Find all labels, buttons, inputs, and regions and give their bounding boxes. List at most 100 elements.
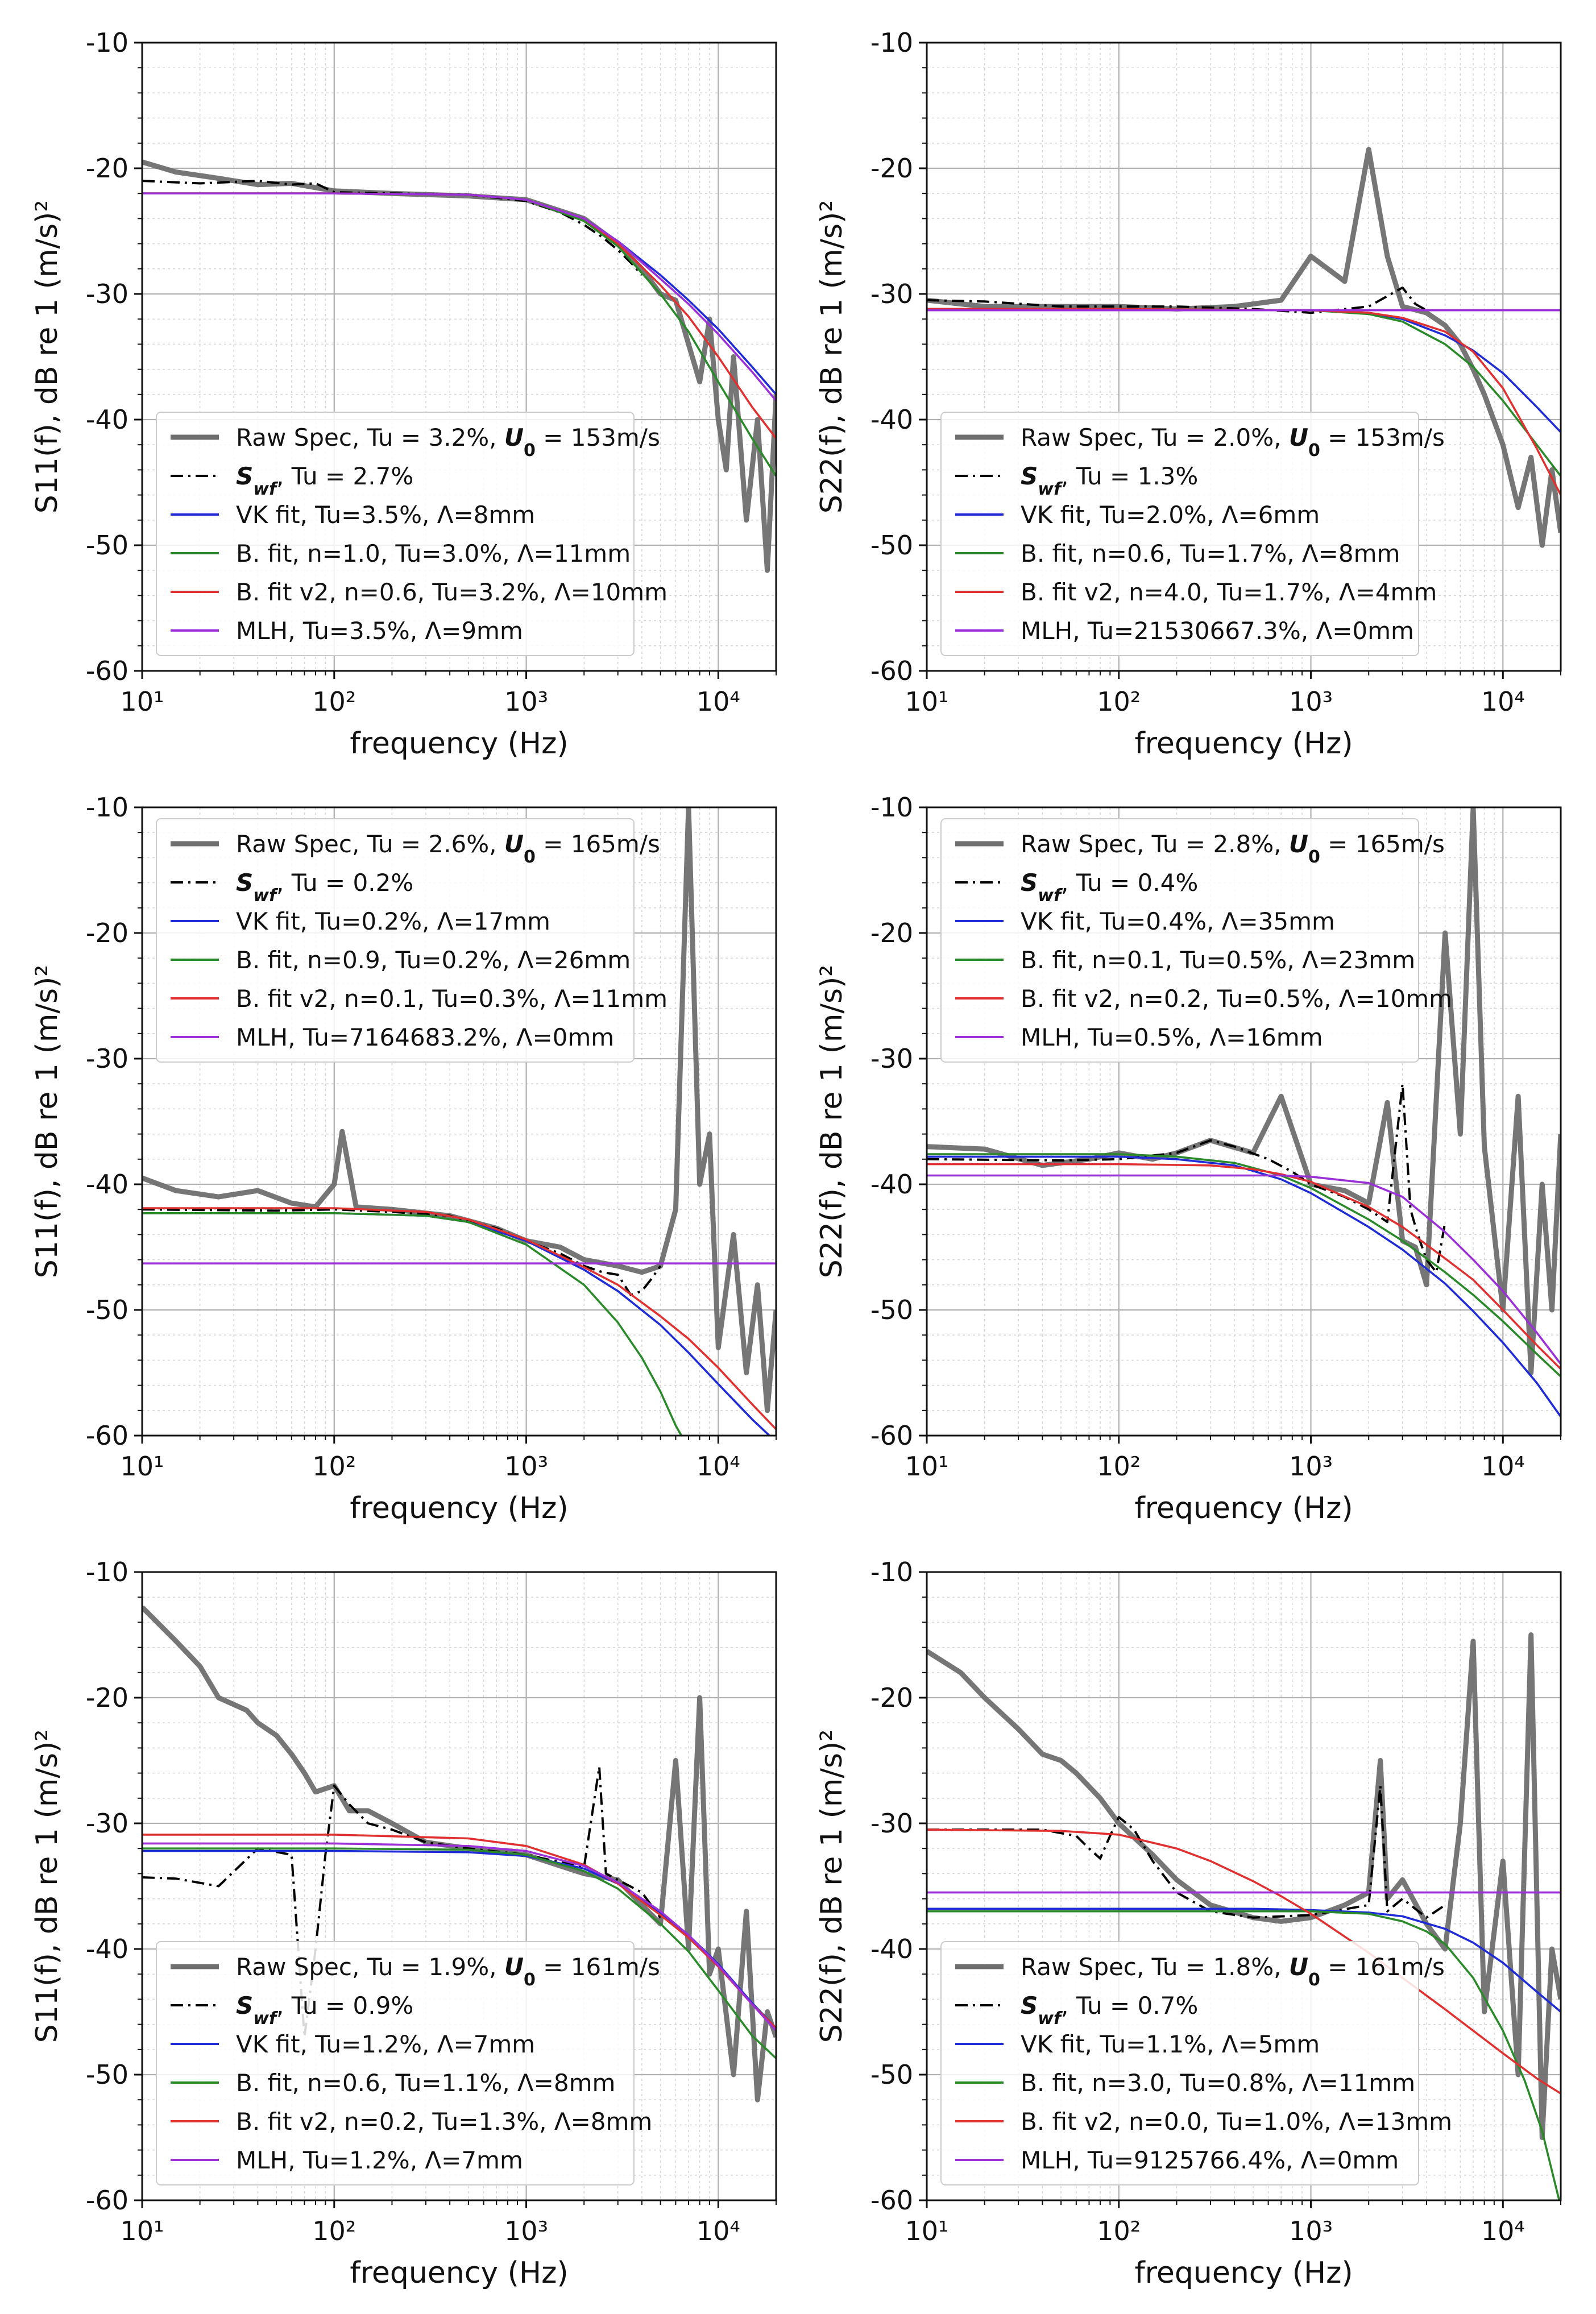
x-tick-label: 10⁴	[697, 2216, 740, 2246]
x-tick-label: 10²	[312, 2216, 356, 2246]
y-tick-label: -40	[86, 1169, 128, 1200]
legend-label: B. fit, n=0.6, Tu=1.1%, Λ=8mm	[236, 2069, 615, 2097]
y-axis: -10 -20 -30 -40 -50 -60	[870, 27, 927, 686]
y-tick-label: -10	[870, 1557, 913, 1587]
series-line-bfit	[142, 1212, 683, 1436]
axes-frame	[141, 1571, 777, 2201]
x-tick-label: 10¹	[121, 2216, 164, 2246]
x-axis-label: frequency (Hz)	[350, 2256, 568, 2290]
x-tick-label: 10²	[1097, 1451, 1141, 1482]
legend-label: Raw Spec, Tu = 2.8%, U0 = 165m/s	[1021, 830, 1445, 867]
y-axis: -10 -20 -30 -40 -50 -60	[86, 27, 142, 686]
y-tick-label: -30	[870, 279, 913, 309]
y-axis: -10 -20 -30 -40 -50 -60	[86, 792, 142, 1451]
y-tick-label: -60	[870, 1420, 913, 1451]
legend-label: MLH, Tu=9125766.4%, Λ=0mm	[1021, 2146, 1399, 2174]
x-tick-label: 10²	[1097, 2216, 1141, 2246]
legend-box	[156, 818, 635, 1063]
y-tick-label: -60	[870, 2185, 913, 2216]
legend-box	[156, 412, 635, 656]
legend-label: VK fit, Tu=0.4%, Λ=35mm	[1021, 907, 1335, 935]
y-tick-label: -20	[86, 1682, 128, 1713]
x-tick-label: 10⁴	[1481, 1451, 1525, 1482]
y-axis-label: S11(f), dB re 1 (m/s)²	[30, 200, 64, 513]
legend-box	[940, 1941, 1419, 2186]
plot-area	[142, 807, 776, 1436]
x-axis: 10¹ 10² 10³ 10⁴	[905, 2200, 1561, 2246]
legend-label: Raw Spec, Tu = 1.8%, U0 = 161m/s	[1021, 1953, 1445, 1990]
legend-label: MLH, Tu=1.2%, Λ=7mm	[236, 2146, 523, 2174]
legend-box	[940, 412, 1419, 656]
y-tick-label: -30	[86, 279, 128, 309]
legend-label: Raw Spec, Tu = 2.0%, U0 = 153m/s	[1021, 424, 1445, 461]
series-line-vk	[927, 1155, 1561, 1417]
legend-label: Swf, Tu = 0.7%	[1021, 1992, 1198, 2029]
x-axis-label: frequency (Hz)	[1134, 1491, 1353, 1525]
series-line-swf	[142, 1208, 662, 1296]
y-tick-label: -20	[86, 153, 128, 184]
y-tick-label: -10	[86, 27, 128, 58]
y-axis-label: S22(f), dB re 1 (m/s)²	[815, 965, 849, 1278]
legend-label: Swf, Tu = 0.4%	[1021, 869, 1198, 906]
series-line-raw	[927, 1632, 1561, 2140]
x-tick-label: 10³	[1289, 2216, 1333, 2246]
x-tick-label: 10³	[504, 2216, 548, 2246]
legend-label: B. fit, n=3.0, Tu=0.8%, Λ=11mm	[1021, 2069, 1415, 2097]
y-tick-label: -50	[86, 1295, 128, 1325]
axes-frame	[926, 806, 1562, 1437]
legend-label: VK fit, Tu=3.5%, Λ=8mm	[236, 501, 535, 529]
legend-label: Raw Spec, Tu = 1.9%, U0 = 161m/s	[236, 1953, 660, 1990]
legend-label: B. fit, n=1.0, Tu=3.0%, Λ=11mm	[236, 540, 631, 567]
legend-label: B. fit, n=0.6, Tu=1.7%, Λ=8mm	[1021, 540, 1400, 567]
plot-area	[927, 1632, 1561, 2200]
x-axis-label: frequency (Hz)	[350, 727, 568, 761]
legend-label: MLH, Tu=21530667.3%, Λ=0mm	[1021, 617, 1414, 645]
series-line-swf	[927, 1784, 1446, 1919]
x-tick-label: 10³	[1289, 686, 1333, 717]
legend-label: VK fit, Tu=1.2%, Λ=7mm	[236, 2030, 535, 2058]
x-axis-label: frequency (Hz)	[1134, 2256, 1353, 2290]
x-tick-label: 10²	[312, 686, 356, 717]
series-line-bfit	[927, 1153, 1561, 1378]
x-tick-label: 10¹	[905, 2216, 949, 2246]
y-tick-label: -20	[86, 918, 128, 948]
y-tick-label: -50	[870, 530, 913, 561]
y-tick-label: -60	[86, 656, 128, 686]
y-axis-label: S22(f), dB re 1 (m/s)²	[815, 1730, 849, 2043]
series-line-raw	[142, 807, 776, 1413]
y-tick-label: -10	[870, 792, 913, 823]
legend-label: B. fit, n=0.1, Tu=0.5%, Λ=23mm	[1021, 946, 1415, 974]
y-tick-label: -10	[86, 1557, 128, 1587]
x-axis: 10¹ 10² 10³ 10⁴	[905, 1436, 1561, 1482]
series-line-mlh	[927, 1174, 1561, 1365]
y-tick-label: -20	[870, 1682, 913, 1713]
x-tick-label: 10¹	[121, 1451, 164, 1482]
legend-label: B. fit v2, n=0.2, Tu=0.5%, Λ=10mm	[1021, 985, 1452, 1013]
y-tick-label: -10	[870, 27, 913, 58]
series-line-mlh	[142, 1842, 776, 2031]
legend-label: B. fit v2, n=0.1, Tu=0.3%, Λ=11mm	[236, 985, 668, 1013]
y-tick-label: -40	[870, 1169, 913, 1200]
y-axis: -10 -20 -30 -40 -50 -60	[870, 1557, 927, 2216]
y-tick-label: -60	[86, 1420, 128, 1451]
x-axis-label: frequency (Hz)	[350, 1491, 568, 1525]
x-tick-label: 10⁴	[697, 1451, 740, 1482]
legend-label: MLH, Tu=0.5%, Λ=16mm	[1021, 1023, 1323, 1051]
legend-label: Swf, Tu = 0.2%	[236, 869, 413, 906]
y-tick-label: -60	[86, 2185, 128, 2216]
x-tick-label: 10³	[1289, 1451, 1333, 1482]
y-tick-label: -50	[870, 1295, 913, 1325]
legend-label: Swf, Tu = 1.3%	[1021, 462, 1198, 499]
axes-frame	[926, 1571, 1562, 2201]
legend-label: B. fit v2, n=0.0, Tu=1.0%, Λ=13mm	[1021, 2108, 1452, 2135]
legend-label: B. fit v2, n=0.6, Tu=3.2%, Λ=10mm	[236, 578, 668, 606]
legend-label: B. fit v2, n=0.2, Tu=1.3%, Λ=8mm	[236, 2108, 652, 2135]
y-axis-label: S22(f), dB re 1 (m/s)²	[815, 200, 849, 513]
